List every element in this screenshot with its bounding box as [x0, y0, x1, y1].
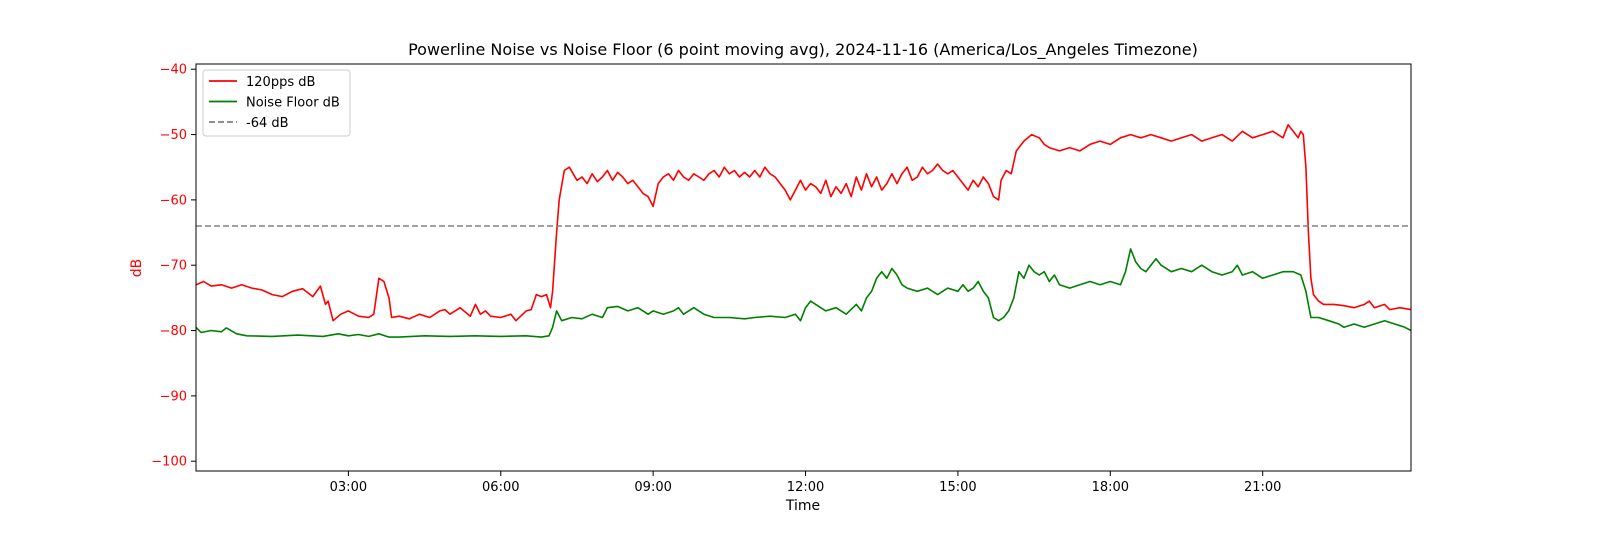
- legend-label-2: Noise Floor dB: [246, 96, 340, 111]
- series-line-1: [195, 124, 1412, 322]
- x-axis-label: Time: [785, 498, 820, 514]
- y-tick-label: −70: [160, 259, 187, 274]
- legend: 120pps dB Noise Floor dB -64 dB: [202, 69, 351, 137]
- legend-label-1: 120pps dB: [246, 75, 315, 90]
- legend-label-3: -64 dB: [246, 116, 289, 131]
- legend-box: [202, 69, 351, 137]
- series-layer: [195, 124, 1412, 338]
- x-tick-label: 03:00: [330, 480, 367, 495]
- y-tick-label: −100: [151, 455, 187, 470]
- chart-title: Powerline Noise vs Noise Floor (6 point …: [408, 40, 1198, 60]
- plot-area: [195, 63, 1412, 472]
- x-tick-label: 15:00: [939, 480, 976, 495]
- series-line-2: [195, 248, 1412, 338]
- x-tick-label: 18:00: [1092, 480, 1129, 495]
- plot-frame: [195, 63, 1412, 472]
- x-tick-label: 09:00: [634, 480, 671, 495]
- y-tick-label: −60: [160, 193, 187, 208]
- y-tick-label: −40: [160, 63, 187, 78]
- x-tick-label: 06:00: [482, 480, 519, 495]
- y-axis: −40 −50 −60 −70 −80 −90 −100: [151, 63, 196, 470]
- y-tick-label: −90: [160, 389, 187, 404]
- y-tick-label: −50: [160, 128, 187, 143]
- x-axis: 03:00 06:00 09:00 12:00 15:00 18:00 21:00: [330, 471, 1281, 495]
- x-tick-label: 21:00: [1244, 480, 1281, 495]
- y-tick-label: −80: [160, 324, 187, 339]
- x-tick-label: 12:00: [787, 480, 824, 495]
- y-axis-label: dB: [129, 259, 145, 278]
